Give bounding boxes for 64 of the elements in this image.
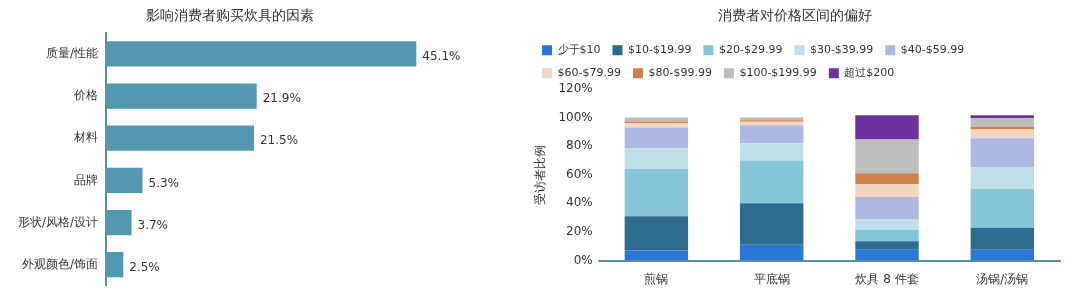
y-tick-label: 材料 bbox=[73, 130, 99, 145]
bar bbox=[624, 127, 689, 149]
legend-label: $40-$59.99 bbox=[900, 43, 965, 57]
bar bbox=[739, 160, 804, 204]
y-tick-label: 形状/风格/设计 bbox=[17, 214, 99, 229]
x-tick-label: 炊具 8 件套 bbox=[855, 271, 919, 286]
bar bbox=[970, 167, 1035, 190]
y-tick-label: 80% bbox=[566, 138, 593, 153]
bar bbox=[855, 241, 919, 250]
y-tick-label: 20% bbox=[566, 224, 593, 239]
data-label: 21.9% bbox=[262, 91, 301, 106]
bar bbox=[970, 227, 1035, 250]
legend-label: $80-$99.99 bbox=[648, 66, 712, 80]
bar bbox=[970, 115, 1035, 119]
data-label: 5.3% bbox=[148, 175, 180, 190]
legend-label: 超过$200 bbox=[844, 66, 895, 80]
y-tick-label: 0% bbox=[573, 252, 593, 267]
bar bbox=[855, 115, 919, 140]
bar bbox=[739, 125, 804, 144]
bar bbox=[855, 184, 919, 197]
bar bbox=[970, 189, 1035, 228]
x-tick-label: 煎锅 bbox=[644, 271, 669, 286]
bar bbox=[855, 196, 919, 220]
y-axis-title: 受访者比例 bbox=[533, 144, 548, 205]
bar bbox=[970, 138, 1035, 168]
y-tick-label: 质量/性能 bbox=[46, 46, 99, 61]
legend-label: $10-$19.99 bbox=[628, 43, 692, 57]
legend-label: 少于$10 bbox=[557, 43, 601, 57]
bar bbox=[739, 203, 804, 245]
data-label: 21.5% bbox=[259, 133, 299, 148]
data-label: 3.7% bbox=[137, 217, 169, 232]
bar bbox=[970, 126, 1035, 130]
bar bbox=[624, 148, 689, 169]
bar bbox=[855, 173, 919, 185]
data-label: 2.5% bbox=[129, 259, 160, 274]
y-tick-label: 40% bbox=[566, 195, 593, 210]
bar bbox=[970, 249, 1035, 261]
y-tick-label: 外观颜色/饰面 bbox=[22, 256, 99, 271]
legend-label: $30-$39.99 bbox=[809, 43, 874, 57]
bar bbox=[855, 229, 919, 242]
bar bbox=[855, 139, 919, 174]
bar bbox=[624, 216, 689, 251]
y-tick-label: 100% bbox=[558, 109, 593, 124]
x-tick-label: 平底锅 bbox=[753, 271, 790, 286]
data-label: 45.1% bbox=[422, 49, 461, 64]
legend-label: $20-$29.99 bbox=[718, 43, 783, 57]
y-tick-label: 120% bbox=[558, 80, 593, 95]
bar bbox=[739, 244, 804, 261]
bar bbox=[624, 117, 689, 122]
bar bbox=[855, 219, 919, 230]
bar bbox=[739, 143, 804, 161]
y-tick-label: 品牌 bbox=[74, 172, 99, 187]
x-tick-label: 汤锅/汤锅 bbox=[976, 271, 1029, 286]
chart-title: 消费者对价格区间的偏好 bbox=[718, 7, 872, 24]
bar bbox=[855, 249, 919, 261]
chart-title: 影响消费者购买炊具的因素 bbox=[146, 7, 314, 24]
bar bbox=[970, 129, 1035, 139]
y-tick-label: 价格 bbox=[73, 88, 99, 103]
y-tick-label: 60% bbox=[566, 166, 593, 181]
legend-label: $60-$79.99 bbox=[557, 66, 621, 80]
bar bbox=[624, 123, 689, 128]
bar bbox=[624, 168, 689, 217]
legend-label: $100-$199.99 bbox=[739, 66, 817, 80]
bar bbox=[970, 118, 1035, 127]
